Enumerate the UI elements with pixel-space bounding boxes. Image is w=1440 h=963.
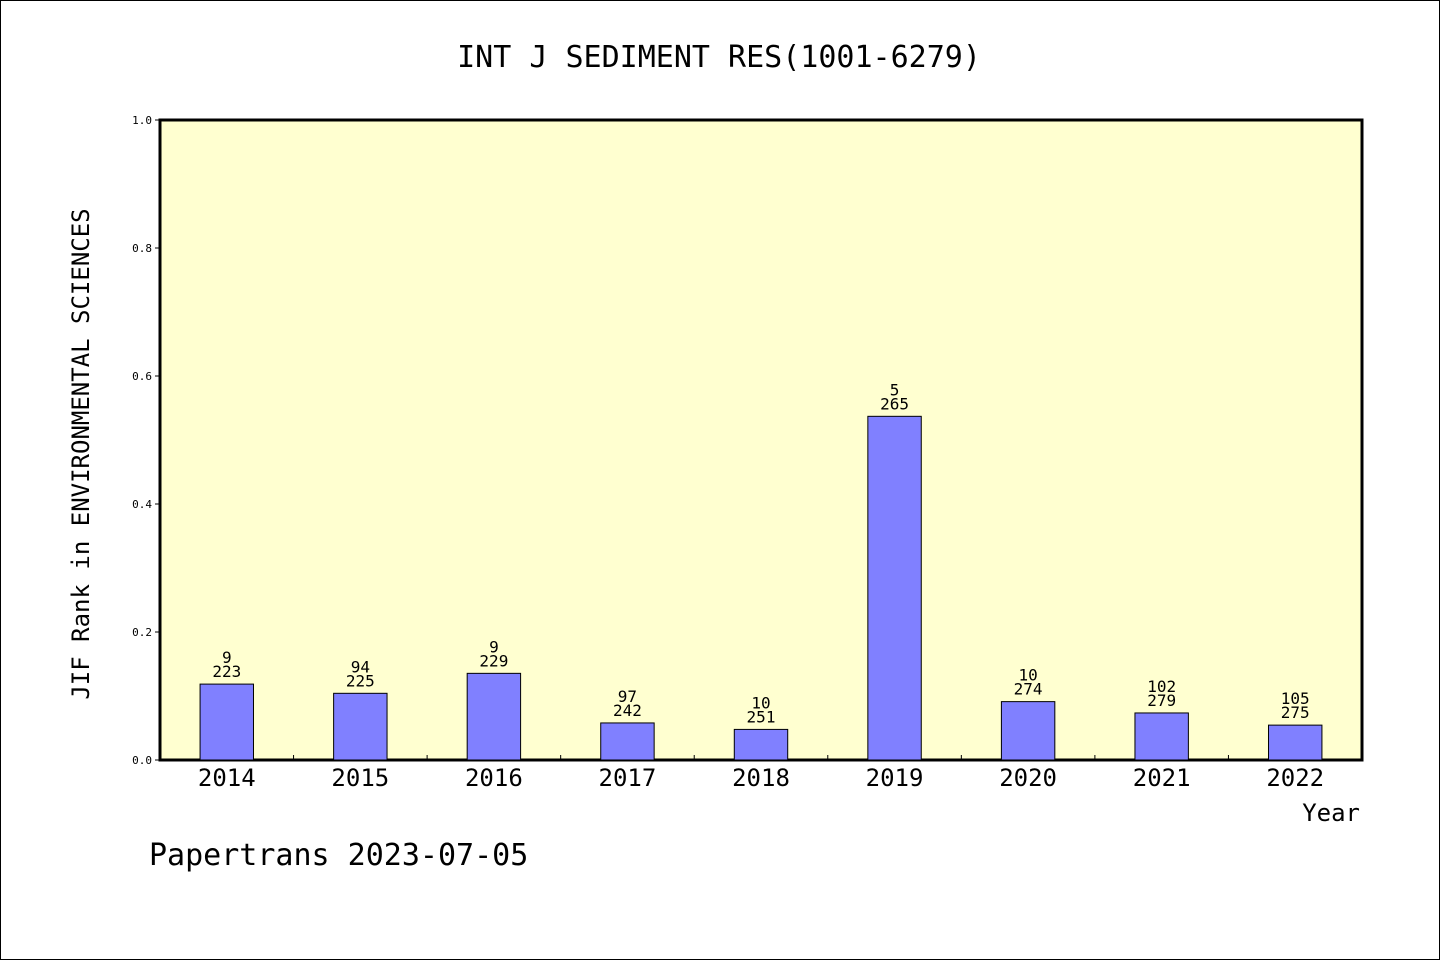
x-tick-label: 2016 bbox=[465, 764, 523, 792]
x-tick-label: 2022 bbox=[1266, 764, 1324, 792]
x-axis-ticks: 2014 2015 2016 2017 2018 2019 2020 2021 2022 bbox=[198, 755, 1324, 792]
y-axis-label: JIF Rank in ENVIRONMENTAL SCIENCES bbox=[67, 208, 95, 699]
data-label-total: 242 bbox=[613, 701, 642, 720]
x-tick-label: 2018 bbox=[732, 764, 790, 792]
data-label-total: 265 bbox=[880, 394, 909, 413]
x-tick-label: 2014 bbox=[198, 764, 256, 792]
data-label-total: 274 bbox=[1014, 680, 1043, 699]
x-tick-label: 2017 bbox=[599, 764, 657, 792]
data-label-rank: 5 bbox=[890, 380, 900, 399]
data-label-rank: 102 bbox=[1147, 677, 1176, 696]
bar-2020 bbox=[1000, 701, 1056, 761]
data-label-total: 279 bbox=[1147, 691, 1176, 710]
data-label-rank: 10 bbox=[1018, 666, 1037, 685]
y-tick-label: 0.4 bbox=[132, 498, 152, 511]
x-axis-label: Year bbox=[1302, 799, 1360, 827]
data-label-rank: 97 bbox=[618, 687, 637, 706]
y-tick-label: 0.8 bbox=[132, 242, 152, 255]
x-tick-label: 2020 bbox=[999, 764, 1057, 792]
footer-text: Papertrans 2023-07-05 bbox=[149, 838, 528, 873]
data-label-rank: 94 bbox=[351, 657, 370, 676]
bar-2014 bbox=[199, 683, 254, 761]
bar-2017 bbox=[600, 722, 655, 761]
data-label-total: 225 bbox=[346, 671, 375, 690]
y-tick-label: 0.2 bbox=[132, 626, 152, 639]
plot-area bbox=[158, 118, 1364, 762]
data-label-rank: 105 bbox=[1281, 689, 1310, 708]
y-tick-label: 0.6 bbox=[132, 370, 152, 383]
bar-2016 bbox=[466, 672, 522, 761]
data-label-rank: 10 bbox=[751, 693, 770, 712]
x-tick-label: 2015 bbox=[331, 764, 389, 792]
bar-2021 bbox=[1134, 712, 1189, 761]
data-label-total: 229 bbox=[479, 651, 508, 670]
y-tick-label: 1.0 bbox=[132, 114, 152, 127]
bar-2022 bbox=[1268, 724, 1323, 761]
x-tick-label: 2021 bbox=[1133, 764, 1191, 792]
y-axis-ticks: 0.0 0.2 0.4 0.6 0.8 1.0 bbox=[132, 114, 160, 767]
data-label-total: 251 bbox=[747, 707, 776, 726]
chart-title: INT J SEDIMENT RES(1001-6279) bbox=[457, 40, 981, 75]
bar-2019 bbox=[867, 415, 922, 761]
bar-2018 bbox=[733, 728, 789, 761]
data-label-rank: 9 bbox=[222, 648, 232, 667]
data-label-total: 223 bbox=[212, 662, 241, 681]
bar-2015 bbox=[333, 692, 388, 761]
data-label-total: 275 bbox=[1281, 703, 1310, 722]
y-tick-label: 0.0 bbox=[132, 754, 152, 767]
data-label-rank: 9 bbox=[489, 637, 499, 656]
x-tick-label: 2019 bbox=[866, 764, 924, 792]
